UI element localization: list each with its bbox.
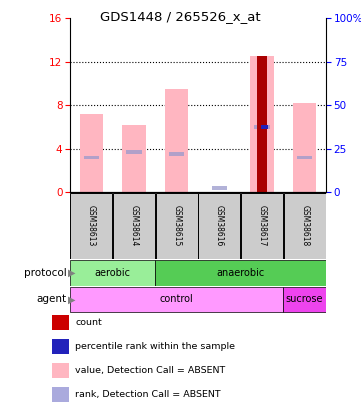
Bar [261, 125, 268, 129]
Text: control: control [160, 294, 193, 305]
Bar [52, 315, 69, 330]
Text: rank, Detection Call = ABSENT: rank, Detection Call = ABSENT [75, 390, 221, 399]
FancyBboxPatch shape [70, 287, 283, 312]
Text: GSM38613: GSM38613 [87, 205, 96, 247]
Bar [169, 152, 184, 156]
Text: protocol: protocol [24, 268, 66, 278]
Text: GSM38615: GSM38615 [172, 205, 181, 247]
Text: aerobic: aerobic [95, 268, 131, 278]
Text: GSM38614: GSM38614 [130, 205, 139, 247]
Bar [257, 56, 267, 192]
Bar [297, 156, 312, 160]
Text: ▶: ▶ [68, 294, 76, 305]
Text: ▶: ▶ [68, 268, 76, 278]
Bar [52, 388, 69, 402]
FancyBboxPatch shape [156, 193, 198, 258]
FancyBboxPatch shape [198, 193, 240, 258]
Text: GSM38617: GSM38617 [257, 205, 266, 247]
Text: anaerobic: anaerobic [217, 268, 265, 278]
Bar [52, 339, 69, 354]
Bar [126, 150, 142, 154]
FancyBboxPatch shape [70, 260, 155, 286]
FancyBboxPatch shape [70, 193, 113, 258]
Bar [52, 363, 69, 378]
Text: GSM38618: GSM38618 [300, 205, 309, 246]
Bar [212, 186, 227, 190]
Bar [80, 114, 103, 192]
FancyBboxPatch shape [155, 260, 326, 286]
Bar [250, 56, 274, 192]
Bar [84, 156, 99, 160]
Text: value, Detection Call = ABSENT: value, Detection Call = ABSENT [75, 367, 225, 375]
Bar [122, 125, 146, 192]
FancyBboxPatch shape [283, 287, 326, 312]
FancyBboxPatch shape [283, 193, 326, 258]
Bar [165, 89, 188, 192]
Bar [293, 103, 316, 192]
Text: agent: agent [36, 294, 66, 305]
Text: count: count [75, 318, 102, 327]
Text: percentile rank within the sample: percentile rank within the sample [75, 342, 235, 351]
Text: GSM38616: GSM38616 [215, 205, 224, 247]
FancyBboxPatch shape [241, 193, 283, 258]
Text: GDS1448 / 265526_x_at: GDS1448 / 265526_x_at [100, 10, 261, 23]
Text: sucrose: sucrose [286, 294, 323, 305]
Bar [255, 125, 270, 129]
FancyBboxPatch shape [113, 193, 155, 258]
